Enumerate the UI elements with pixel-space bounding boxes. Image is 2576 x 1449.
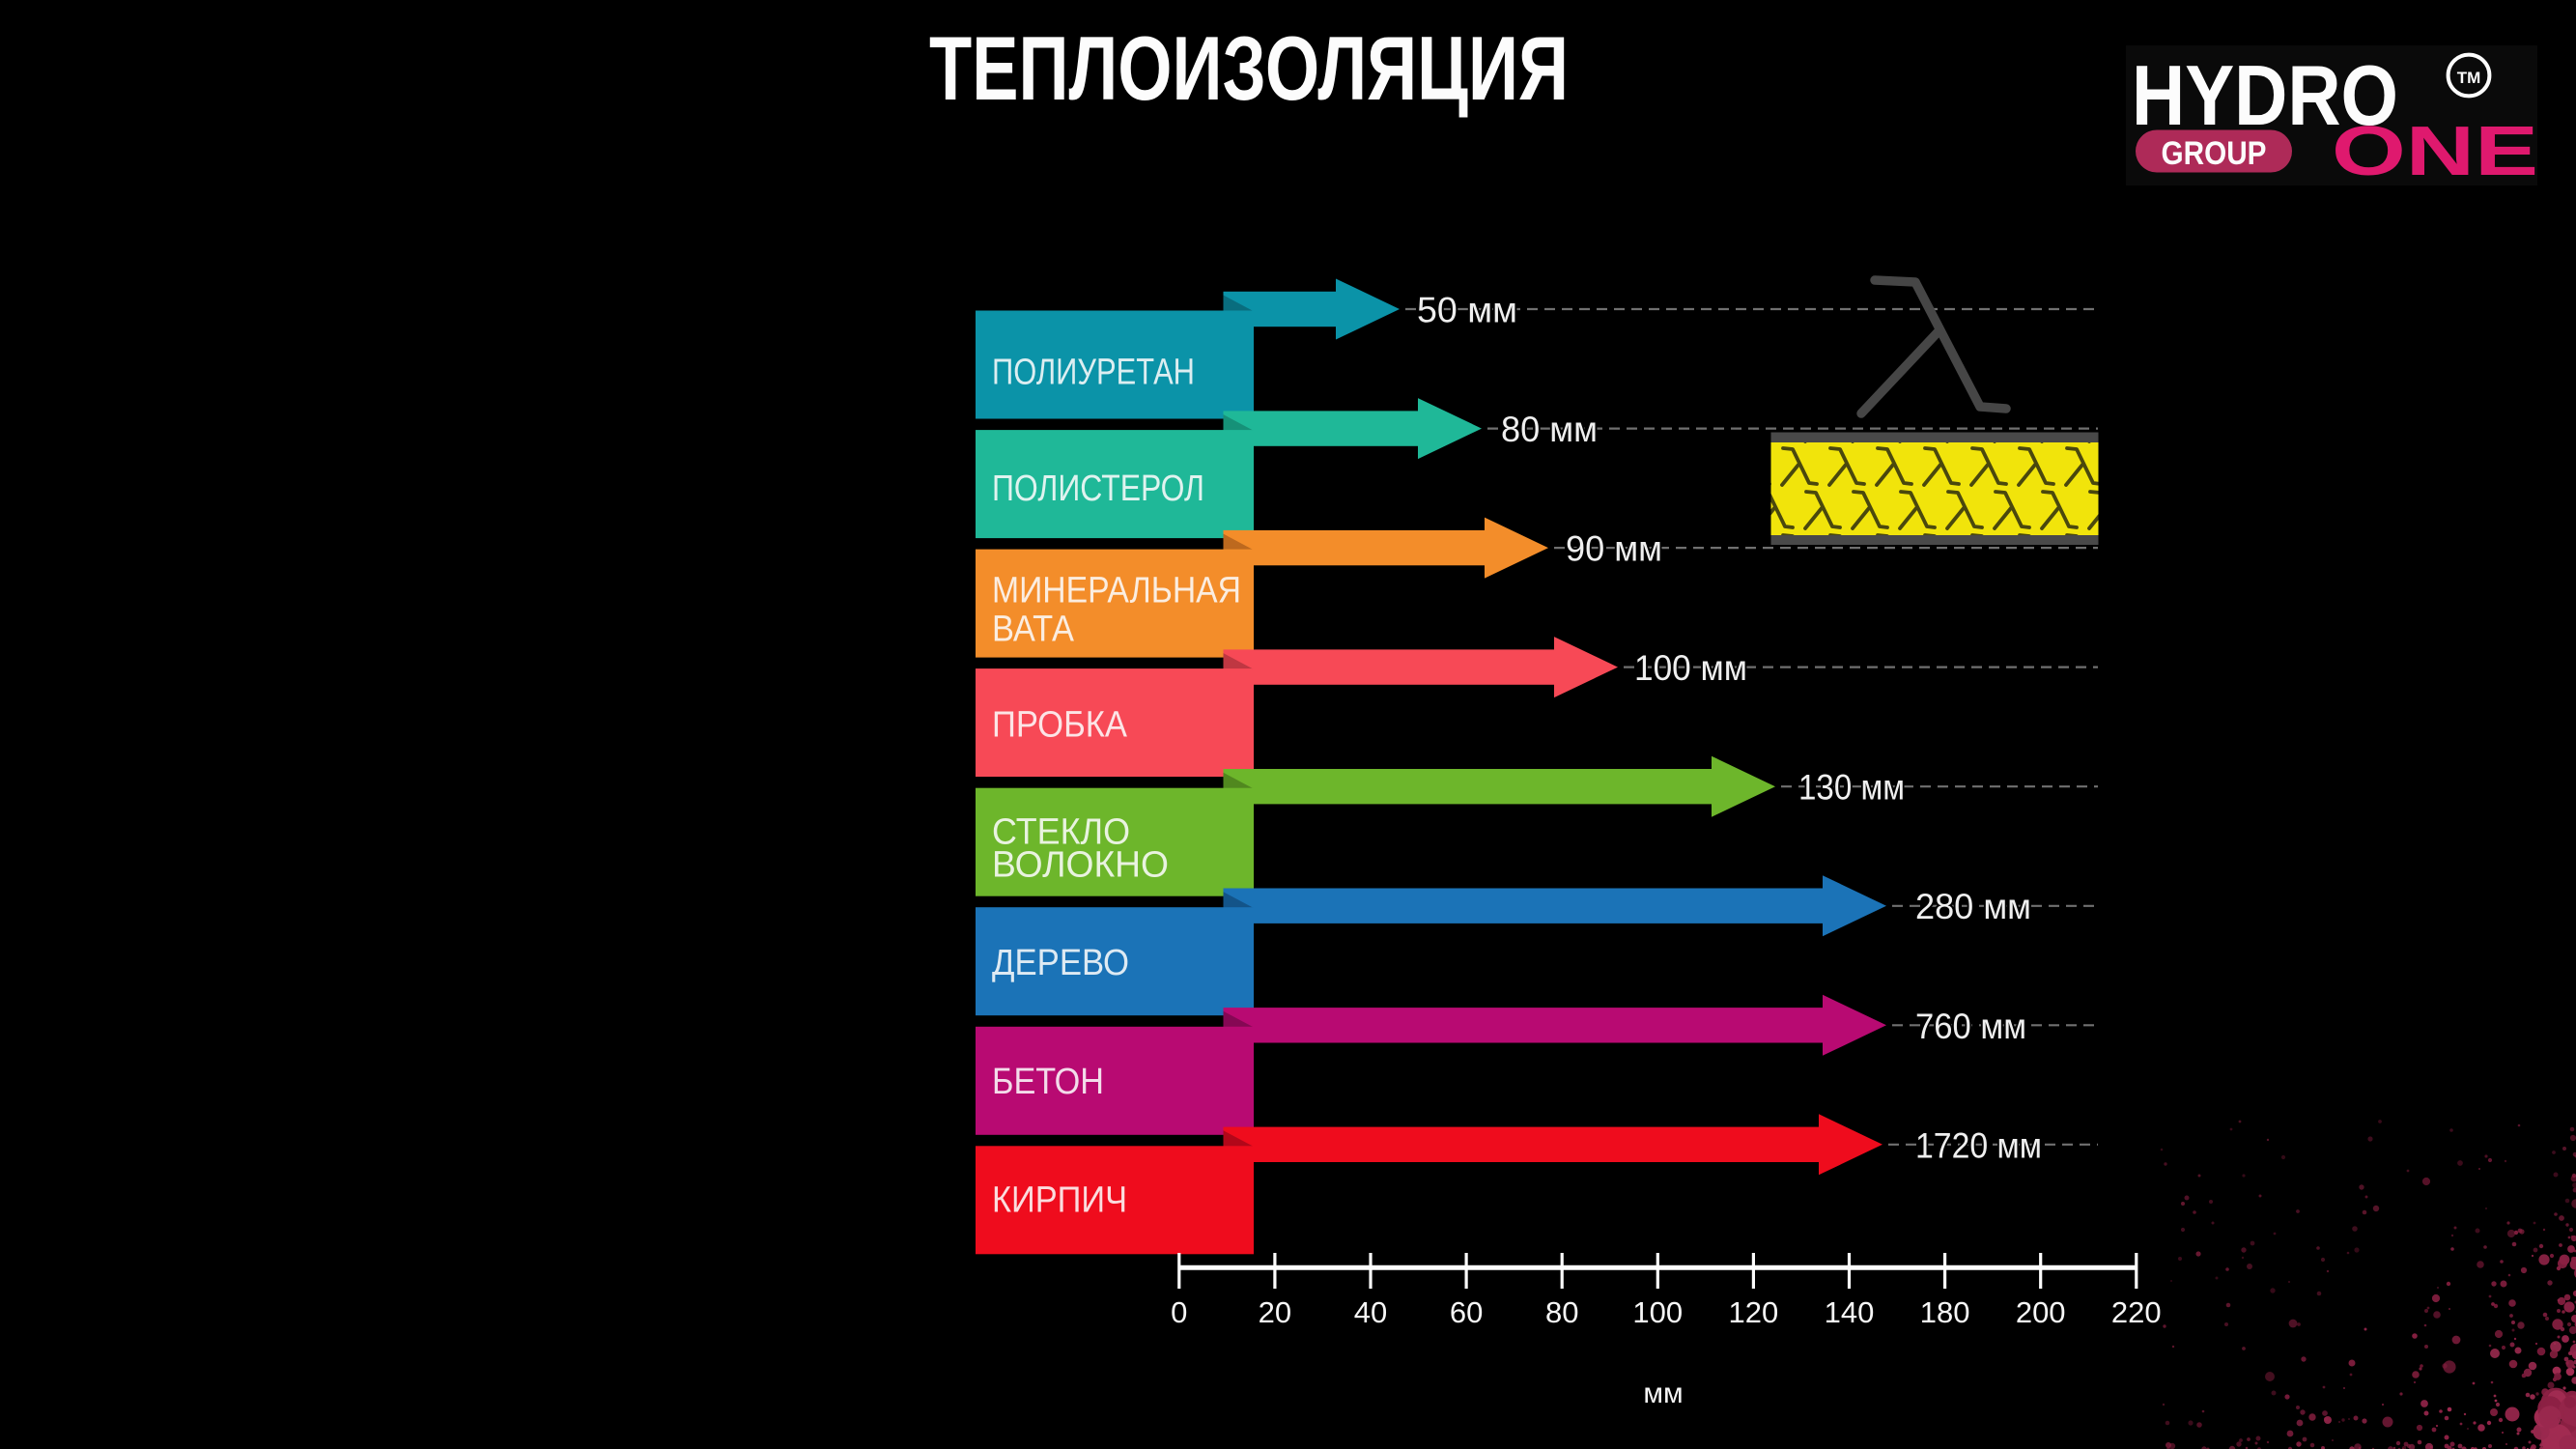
- svg-text:140: 140: [1825, 1295, 1875, 1329]
- svg-text:HYDRO: HYDRO: [2132, 47, 2398, 143]
- svg-text:280 мм: 280 мм: [1915, 887, 2031, 926]
- svg-text:мм: мм: [1643, 1378, 1683, 1409]
- svg-text:220: 220: [2111, 1295, 2162, 1329]
- svg-text:ВОЛОКНО: ВОЛОКНО: [992, 845, 1169, 886]
- svg-text:130 мм: 130 мм: [1798, 768, 1905, 808]
- svg-text:80: 80: [1545, 1295, 1578, 1329]
- svg-text:ДЕРЕВО: ДЕРЕВО: [992, 943, 1129, 983]
- svg-text:ПОЛИСТЕРОЛ: ПОЛИСТЕРОЛ: [992, 469, 1204, 509]
- svg-text:ВАТА: ВАТА: [992, 610, 1075, 650]
- svg-text:ПРОБКА: ПРОБКА: [992, 705, 1128, 746]
- svg-text:ПОЛИУРЕТАН: ПОЛИУРЕТАН: [992, 353, 1195, 393]
- svg-text:100 мм: 100 мм: [1634, 648, 1747, 688]
- svg-text:БЕТОН: БЕТОН: [992, 1062, 1104, 1102]
- svg-text:760 мм: 760 мм: [1915, 1007, 2026, 1046]
- svg-text:КИРПИЧ: КИРПИЧ: [992, 1179, 1127, 1220]
- svg-text:СТЕКЛО: СТЕКЛО: [992, 812, 1130, 853]
- svg-text:100: 100: [1632, 1295, 1683, 1329]
- svg-text:0: 0: [1171, 1295, 1187, 1329]
- svg-text:МИНЕРАЛЬНАЯ: МИНЕРАЛЬНАЯ: [992, 571, 1241, 611]
- svg-text:50 мм: 50 мм: [1417, 291, 1517, 330]
- svg-text:40: 40: [1354, 1295, 1387, 1329]
- svg-text:60: 60: [1450, 1295, 1483, 1329]
- svg-text:TM: TM: [2457, 69, 2481, 87]
- svg-text:1720 мм: 1720 мм: [1915, 1125, 2042, 1165]
- svg-text:20: 20: [1259, 1295, 1291, 1329]
- svg-text:GROUP: GROUP: [2162, 135, 2267, 172]
- svg-text:ONE: ONE: [2332, 113, 2538, 190]
- svg-text:ТЕПЛОИЗОЛЯЦИЯ: ТЕПЛОИЗОЛЯЦИЯ: [929, 17, 1569, 119]
- svg-text:80 мм: 80 мм: [1501, 410, 1598, 449]
- svg-text:180: 180: [1920, 1295, 1970, 1329]
- svg-text:90 мм: 90 мм: [1566, 529, 1662, 569]
- svg-text:120: 120: [1729, 1295, 1779, 1329]
- svg-text:200: 200: [2016, 1295, 2066, 1329]
